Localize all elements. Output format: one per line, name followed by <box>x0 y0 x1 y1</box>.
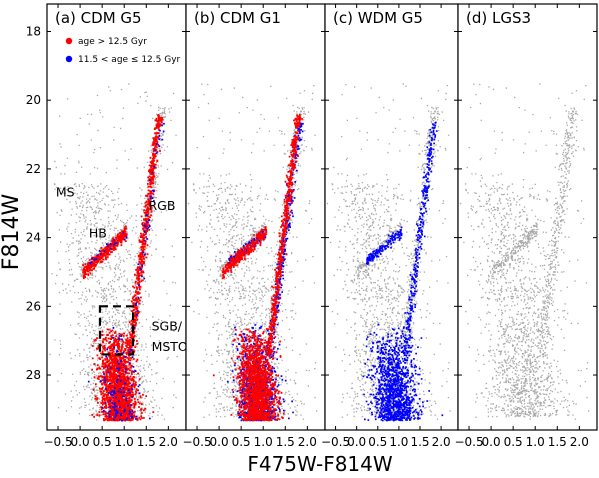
x-tick-label: 2.0 <box>570 435 589 449</box>
x-tick-label: −0.5 <box>454 435 483 449</box>
x-tick-label: −0.5 <box>43 435 72 449</box>
annotation-label: HB <box>89 226 107 241</box>
x-tick-label: 0.5 <box>232 435 251 449</box>
legend: age > 12.5 Gyr 11.5 < age ≤ 12.5 Gyr <box>65 37 181 65</box>
x-tick-label: 0.5 <box>368 435 387 449</box>
y-axis-title: F814W <box>0 194 24 271</box>
x-axis-title: F475W-F814W <box>247 452 393 476</box>
x-tick-label: 0.0 <box>347 435 366 449</box>
young-stars <box>87 122 165 422</box>
x-tick-label: 1.0 <box>526 435 545 449</box>
x-tick-label: 2.0 <box>298 435 317 449</box>
panel-wdm-g5: −0.50.0 0.5 1.0 1.5 2.0 (c) WDM G5 <box>321 3 459 449</box>
x-tick-label: 0.5 <box>504 435 523 449</box>
y-tick-label: 28 <box>26 368 41 382</box>
x-tick-label: 0.0 <box>71 435 90 449</box>
panel-title: (d) LGS3 <box>466 9 531 27</box>
panel-cdm-g5: −0.50.0 0.5 1.0 1.5 2.0 18 20 22 24 26 28 (a) CDM G… <box>26 3 188 449</box>
x-tick-label: 1.5 <box>137 435 156 449</box>
y-tick-label: 26 <box>26 299 41 313</box>
x-tick-label: 1.0 <box>254 435 273 449</box>
x-tick-label: 1.5 <box>276 435 295 449</box>
scatter-points <box>325 83 451 422</box>
panel-title: (b) CDM G1 <box>194 9 281 27</box>
annotation-label: MSTO <box>152 339 188 354</box>
x-tick-label: 2.0 <box>432 435 451 449</box>
x-tick-label: −0.5 <box>321 435 350 449</box>
plot-area <box>325 4 458 430</box>
annotation-label: RGB <box>148 198 175 213</box>
annotation-label: MS <box>56 184 75 199</box>
y-tick-label: 20 <box>26 93 41 107</box>
legend-marker <box>65 55 73 63</box>
legend-label: 11.5 < age ≤ 12.5 Gyr <box>78 55 181 65</box>
y-tick-label: 22 <box>26 162 41 176</box>
scatter-points <box>186 83 318 422</box>
background-stars <box>186 83 318 420</box>
scatter-points <box>47 83 178 422</box>
background-stars <box>47 83 178 421</box>
plot-area <box>458 4 597 430</box>
legend-marker <box>65 37 73 45</box>
y-tick-label: 18 <box>26 24 41 38</box>
panel-title: (c) WDM G5 <box>333 9 423 27</box>
background-stars <box>325 83 451 420</box>
old-stars <box>82 114 164 422</box>
panel-title: (a) CDM G5 <box>55 9 142 27</box>
panel-frame <box>457 3 598 431</box>
sgb-msto-box <box>98 305 135 356</box>
x-tick-label: 0.5 <box>93 435 112 449</box>
young-stars <box>226 122 304 422</box>
x-tick-label: 1.5 <box>410 435 429 449</box>
x-tick-label: 1.0 <box>389 435 408 449</box>
x-tick-label: 0.0 <box>482 435 501 449</box>
x-tick-label: 1.0 <box>115 435 134 449</box>
young-stars <box>362 121 444 422</box>
annotation-label: SGB/ <box>152 318 183 333</box>
x-tick-label: −0.5 <box>182 435 211 449</box>
x-tick-label: 0.0 <box>210 435 229 449</box>
x-tick-label: 2.0 <box>159 435 178 449</box>
panel-lgs3: −0.50.0 0.5 1.0 1.5 2.0 (d) LGS3 <box>454 3 598 449</box>
y-tick-label: 24 <box>26 231 41 245</box>
panel-cdm-g1: −0.50.0 0.5 1.0 1.5 2.0 (b) CDM G1 <box>182 3 326 449</box>
old-stars <box>212 114 304 422</box>
x-tick-label: 1.5 <box>548 435 567 449</box>
legend-label: age > 12.5 Gyr <box>78 37 147 47</box>
